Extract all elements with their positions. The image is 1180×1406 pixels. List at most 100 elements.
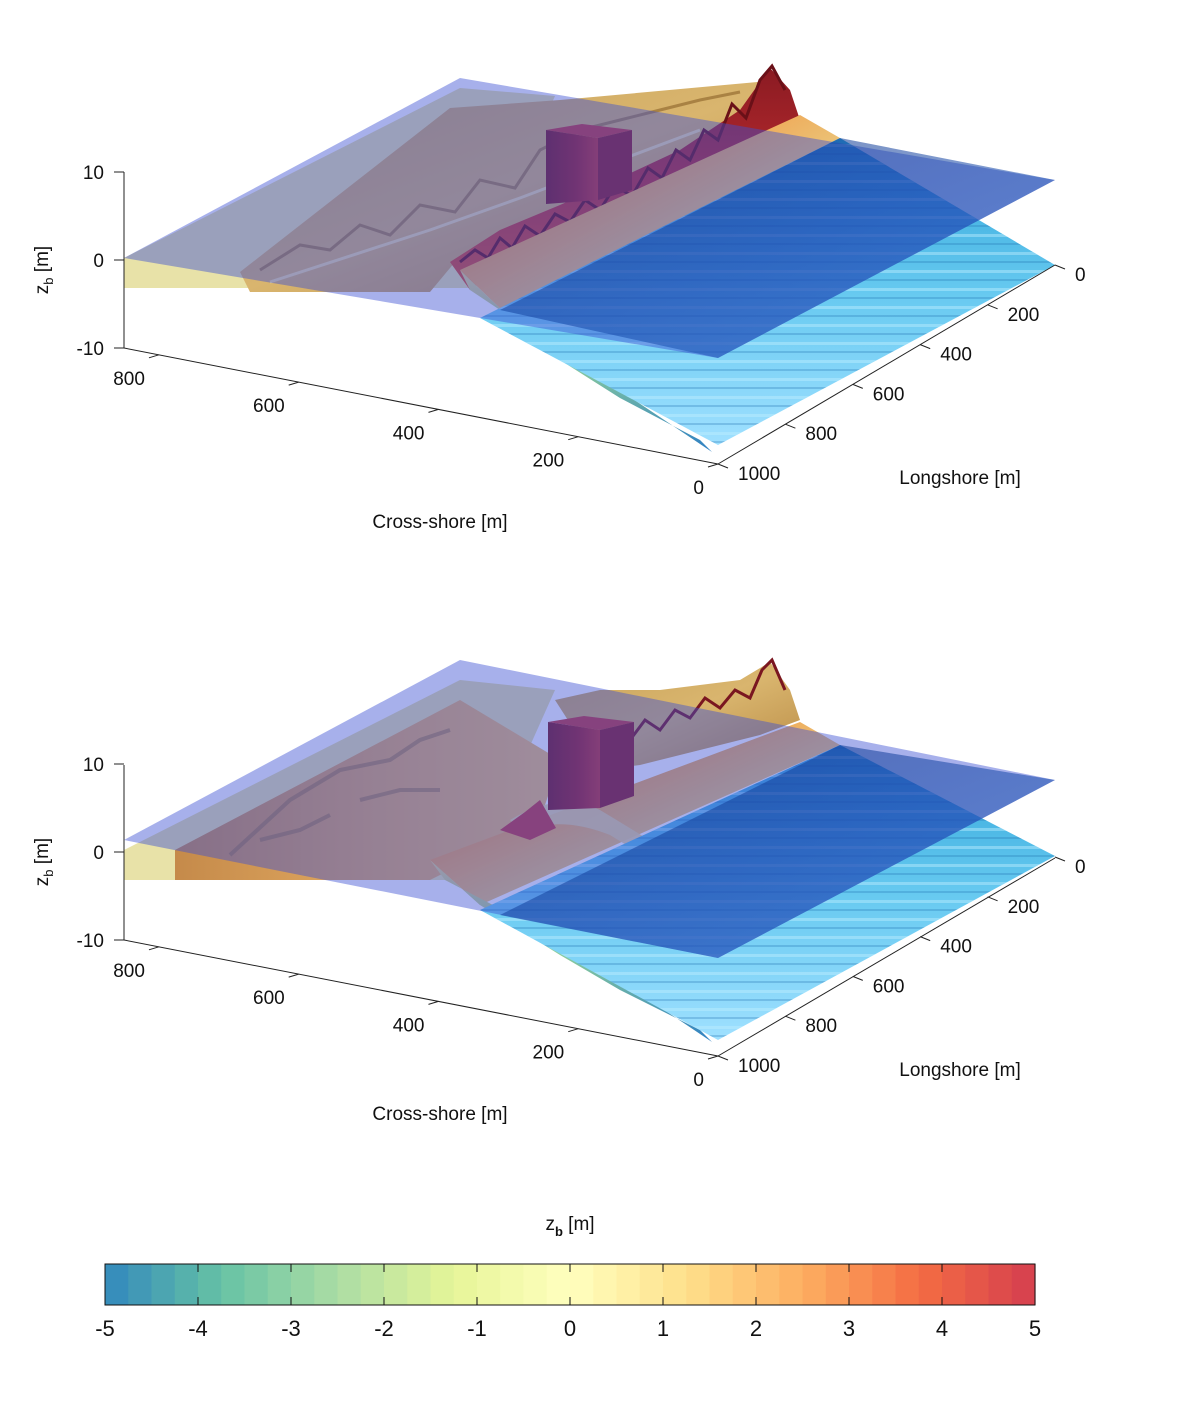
colorbar-tick-label: -4	[188, 1316, 208, 1341]
colorbar-band	[779, 1264, 804, 1305]
colorbar-ticks: -5 -4 -3 -2 -1 0 1 2 3 4 5	[95, 1264, 1041, 1341]
ztick-label: 0	[93, 251, 104, 272]
colorbar-tick-label: 5	[1029, 1316, 1041, 1341]
xtick-label: 200	[533, 1043, 565, 1064]
colorbar-band	[314, 1264, 339, 1305]
ytick-mark	[987, 304, 998, 310]
colorbar-band	[616, 1264, 641, 1305]
colorbar-band	[872, 1264, 897, 1305]
panel-top: 10 0 -10 800 600 400 200 0 0 200 400 600 800 1000 zb …	[32, 63, 1086, 533]
colorbar-band	[965, 1264, 990, 1305]
colorbar-band	[895, 1264, 920, 1305]
beach-slope	[460, 115, 840, 318]
xtick-label: 400	[393, 1015, 425, 1036]
ytick-label: 800	[805, 424, 837, 445]
colorbar-band	[407, 1264, 432, 1305]
xtick-mark	[148, 946, 160, 951]
ytick-label: 600	[873, 384, 905, 405]
ytick-label: 1000	[738, 464, 780, 485]
breach-lobe	[510, 802, 690, 880]
eroded-flat	[175, 700, 560, 880]
shoreface	[460, 270, 712, 452]
building-front	[546, 130, 598, 204]
colorbar-band	[942, 1264, 966, 1305]
ytick-label: 200	[1008, 897, 1040, 918]
colorbar-tick-label: 3	[843, 1316, 855, 1341]
ytick-mark	[1054, 264, 1066, 270]
panel-bottom: 10 0 -10 800 600 400 200 0 0 200 400 600 800 1000 zb …	[32, 657, 1086, 1125]
colorbar-band	[918, 1264, 943, 1305]
xtick-mark	[568, 1028, 579, 1033]
ytick-mark	[717, 463, 729, 469]
colorbar-tick-label: 1	[657, 1316, 669, 1341]
ytick-mark	[717, 1055, 729, 1061]
colorbar-band	[430, 1264, 455, 1305]
colorbar-band	[593, 1264, 618, 1305]
ztick-label: 0	[93, 843, 104, 864]
ylabel-bottom: Longshore [m]	[899, 1060, 1020, 1081]
dune-texture	[259, 90, 741, 272]
ytick-label: 400	[940, 937, 972, 958]
xtick-label: 0	[693, 1070, 704, 1091]
ytick-mark	[920, 936, 931, 942]
ytick-label: 800	[805, 1016, 837, 1037]
xlabel-top: Cross-shore [m]	[372, 512, 507, 533]
colorbar-band	[151, 1264, 176, 1305]
colorbar-band	[756, 1264, 780, 1305]
x-axis	[123, 347, 719, 465]
dune-road	[269, 128, 701, 284]
ytick-label: 200	[1008, 305, 1040, 326]
y-axis	[717, 857, 1056, 1057]
ztick-label: -10	[77, 339, 104, 360]
xtick-label: 600	[253, 396, 285, 417]
colorbar-tick-label: -5	[95, 1316, 115, 1341]
xtick-mark	[428, 1000, 439, 1005]
ytick-label: 400	[940, 345, 972, 366]
x-axis	[123, 939, 719, 1057]
ztick-label: -10	[77, 931, 104, 952]
colorbar-band	[988, 1264, 1013, 1305]
colorbar-tick-label: 4	[936, 1316, 948, 1341]
water-plane-sea	[500, 138, 1055, 358]
xtick-label: 800	[113, 961, 145, 982]
ytick-mark	[1054, 856, 1066, 862]
colorbar-band	[128, 1264, 153, 1305]
colorbar-band	[500, 1264, 525, 1305]
xtick-mark	[288, 973, 299, 978]
colorbar-band	[291, 1264, 315, 1305]
xtick-mark	[148, 354, 160, 359]
colorbar-band	[384, 1264, 408, 1305]
xtick-label: 800	[113, 369, 145, 390]
colorbar-tick-label: -3	[281, 1316, 301, 1341]
colorbar-band	[825, 1264, 850, 1305]
xtick-label: 600	[253, 988, 285, 1009]
colorbar-band	[198, 1264, 222, 1305]
xtick-mark	[707, 1055, 719, 1060]
colorbar-band	[453, 1264, 478, 1305]
beach-band	[430, 722, 840, 905]
colorbar-band	[523, 1264, 548, 1305]
building-side	[598, 130, 632, 200]
colorbar-band	[244, 1264, 269, 1305]
erosion-patches	[228, 728, 451, 857]
colorbar-band	[546, 1264, 571, 1305]
xtick-label: 400	[393, 423, 425, 444]
colorbar-band	[105, 1264, 129, 1305]
colorbar-band	[639, 1264, 664, 1305]
xtick-mark	[288, 381, 299, 386]
colorbar-tick-label: -1	[467, 1316, 487, 1341]
ytick-mark	[852, 383, 863, 389]
building-top	[546, 124, 632, 138]
xtick-mark	[428, 408, 439, 413]
ytick-label: 1000	[738, 1056, 780, 1077]
ytick-mark	[785, 423, 796, 429]
colorbar-bands	[105, 1264, 1036, 1305]
colorbar-band	[1011, 1264, 1036, 1305]
colorbar-band	[477, 1264, 501, 1305]
xtick-label: 0	[693, 478, 704, 499]
y-axis	[717, 264, 1056, 465]
ytick-label: 0	[1075, 857, 1086, 878]
building-side	[600, 722, 634, 808]
ztick-label: 10	[83, 755, 104, 776]
